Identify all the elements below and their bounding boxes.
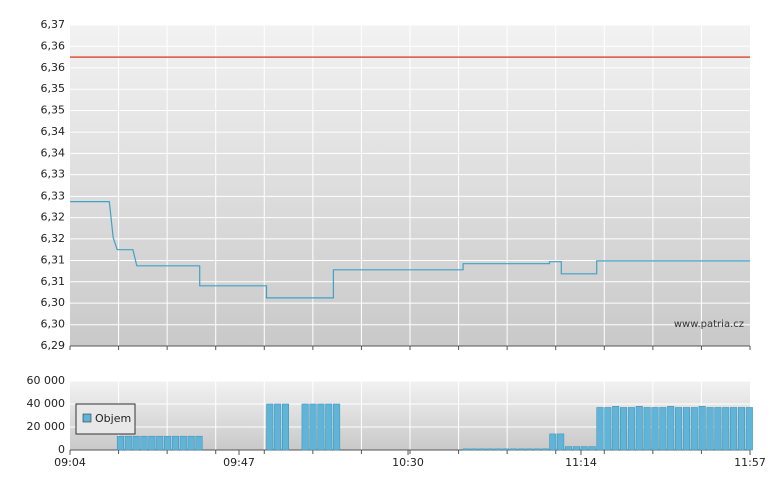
x-tick-label: 11:14 [565, 456, 597, 469]
volume-bar [509, 448, 517, 451]
volume-bar [325, 403, 333, 451]
volume-bar [714, 407, 722, 451]
volume-bar [635, 406, 643, 451]
volume-bar [730, 407, 738, 451]
volume-bar [667, 406, 675, 451]
volume-bar [698, 406, 706, 451]
watermark: www.patria.cz [674, 319, 744, 330]
y-tick-label: 6,36 [41, 61, 66, 74]
y-tick-label: 6,35 [41, 82, 66, 95]
volume-bar [690, 407, 698, 451]
volume-bar [462, 448, 470, 451]
y-tick-label: 6,34 [41, 125, 66, 138]
volume-bar [706, 407, 714, 451]
volume-bar [604, 407, 612, 451]
volume-bar [502, 448, 510, 451]
volume-bar [580, 446, 588, 451]
volume-bar [565, 446, 573, 451]
volume-bar [572, 446, 580, 451]
x-tick-label: 10:30 [392, 456, 424, 469]
volume-bar [309, 403, 317, 451]
x-tick-label: 11:57 [734, 456, 766, 469]
y-tick-label: 6,31 [41, 254, 66, 267]
y-tick-label: 6,31 [41, 275, 66, 288]
volume-bar [549, 433, 557, 451]
volume-bar [195, 435, 203, 451]
volume-bar [179, 435, 187, 451]
y-tick-label: 6,32 [41, 211, 66, 224]
volume-bar [164, 435, 172, 451]
y-tick-label: 60 000 [27, 374, 66, 387]
y-tick-label: 6,30 [41, 318, 66, 331]
y-tick-label: 6,37 [41, 18, 66, 31]
volume-bar [651, 407, 659, 451]
volume-bar [675, 407, 683, 451]
volume-bar [148, 435, 156, 451]
volume-bar [116, 435, 124, 451]
y-tick-label: 6,34 [41, 146, 66, 159]
y-tick-label: 6,32 [41, 232, 66, 245]
volume-bar [333, 403, 341, 451]
volume-bar [659, 407, 667, 451]
y-tick-label: 0 [58, 443, 65, 456]
volume-bar [541, 448, 549, 451]
volume-bar [737, 407, 745, 451]
volume-bar [317, 403, 325, 451]
y-tick-label: 40 000 [27, 397, 66, 410]
volume-bar [494, 448, 502, 451]
volume-bar [124, 435, 132, 451]
volume-bar [132, 435, 140, 451]
x-tick-label: 09:04 [54, 456, 86, 469]
volume-bar [620, 407, 628, 451]
y-tick-label: 20 000 [27, 420, 66, 433]
legend-swatch [82, 413, 92, 423]
y-tick-label: 6,29 [41, 339, 66, 352]
price-line [70, 201, 750, 299]
volume-bar [156, 435, 164, 451]
volume-bar [557, 433, 565, 451]
y-tick-label: 6,33 [41, 189, 66, 202]
volume-bar [274, 403, 282, 451]
volume-bar [187, 435, 195, 451]
volume-bar [722, 407, 730, 451]
y-tick-label: 6,33 [41, 168, 66, 181]
volume-bar [282, 403, 290, 451]
x-tick-label: 09:47 [223, 456, 255, 469]
volume-bar [533, 448, 541, 451]
y-tick-label: 6,36 [41, 39, 66, 52]
volume-bar [588, 446, 596, 451]
y-tick-label: 6,30 [41, 296, 66, 309]
volume-bar [627, 407, 635, 451]
volume-bar [745, 407, 753, 451]
legend-label: Objem [95, 412, 131, 425]
volume-bar [266, 403, 274, 451]
volume-bar [140, 435, 148, 451]
volume-bar [478, 448, 486, 451]
volume-bar [643, 407, 651, 451]
volume-bar [682, 407, 690, 451]
volume-bar [171, 435, 179, 451]
volume-bar [486, 448, 494, 451]
volume-bar [612, 406, 620, 451]
volume-bar [470, 448, 478, 451]
volume-bar [525, 448, 533, 451]
volume-bar [301, 403, 309, 451]
volume-bar [517, 448, 525, 451]
volume-bar [596, 407, 604, 451]
y-tick-label: 6,35 [41, 103, 66, 116]
